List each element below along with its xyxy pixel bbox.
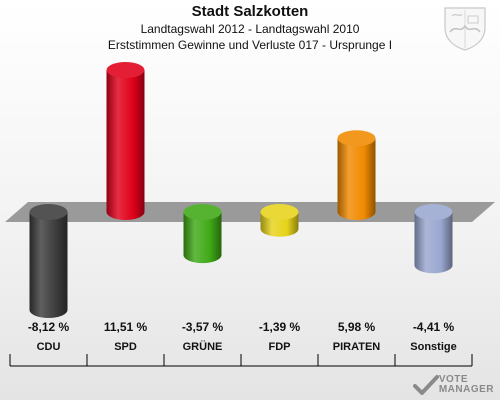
bar-body <box>414 212 453 274</box>
chart-title: Stadt Salzkotten <box>191 3 309 20</box>
bar-top-cap <box>337 130 376 147</box>
logo-text-manager: MANAGER <box>438 384 494 395</box>
bar-fdp <box>260 204 299 237</box>
logo-text-vote: VOTE <box>438 374 469 385</box>
bar-top-cap <box>29 204 68 220</box>
bar-top-cap <box>260 204 299 220</box>
category-label: SPD <box>114 341 137 353</box>
chart-subtitle-1: Landtagswahl 2012 - Landtagswahl 2010 <box>140 22 360 36</box>
bar-top-cap <box>414 204 453 220</box>
value-label: -8,12 % <box>28 320 70 334</box>
bar-body <box>29 212 68 318</box>
category-label: Sonstige <box>410 341 456 353</box>
coat-of-arms-icon <box>444 7 486 51</box>
value-label: -4,41 % <box>413 320 455 334</box>
value-label: -3,57 % <box>182 320 224 334</box>
bar-body <box>183 212 222 264</box>
bar-grüne <box>183 204 222 264</box>
category-label: GRÜNE <box>183 340 223 353</box>
bar-top-cap <box>106 62 145 78</box>
bar-piraten <box>337 130 376 220</box>
checkmark-icon <box>412 375 439 395</box>
value-label: 11,51 % <box>104 320 148 334</box>
vote-manager-logo: VOTE MANAGER <box>412 374 494 396</box>
bar-spd <box>106 62 145 220</box>
bar-top-cap <box>183 204 222 220</box>
value-label: 5,98 % <box>338 320 376 334</box>
category-label: PIRATEN <box>333 341 381 353</box>
category-label: CDU <box>37 341 61 353</box>
bar-body <box>106 70 145 220</box>
chart-subtitle-2: Erststimmen Gewinne und Verluste 017 - U… <box>107 38 393 52</box>
bar-sonstige <box>414 204 453 274</box>
value-label: -1,39 % <box>259 320 301 334</box>
category-label: FDP <box>269 341 291 353</box>
bar-cdu <box>29 204 68 318</box>
bar-body <box>337 138 376 220</box>
